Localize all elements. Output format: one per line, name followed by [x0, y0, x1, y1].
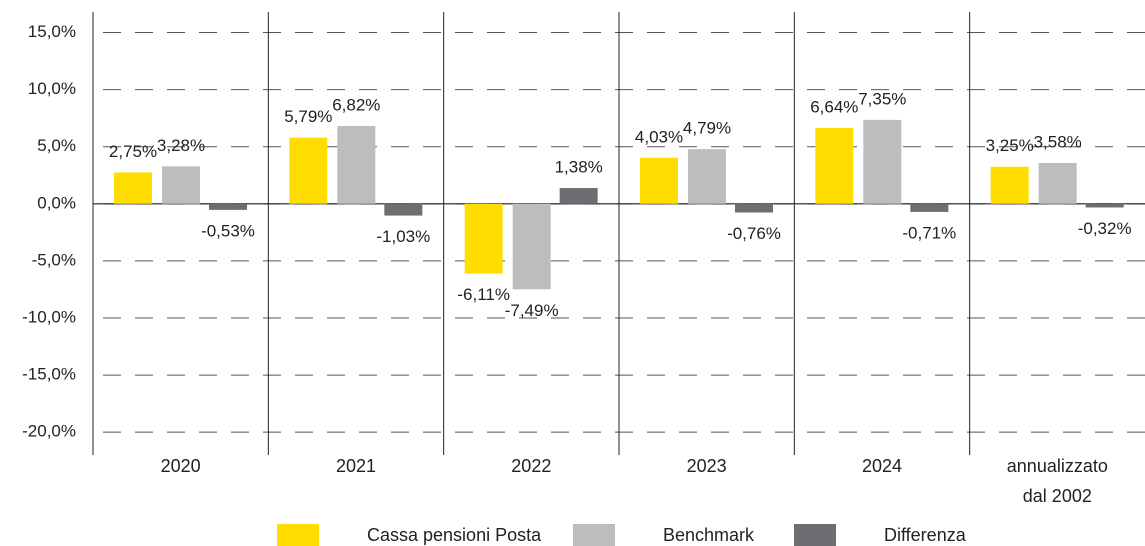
bar: [289, 137, 328, 204]
bar: [512, 203, 551, 290]
data-label: 3,25%: [986, 136, 1034, 155]
data-label: 7,35%: [858, 89, 906, 108]
data-label: 5,79%: [284, 107, 332, 126]
legend-label: Benchmark: [663, 524, 755, 545]
legend-swatch: [794, 524, 836, 546]
data-label: -0,53%: [201, 221, 255, 240]
data-label: -0,76%: [727, 224, 781, 243]
x-tick-label: 2022: [511, 456, 552, 476]
bar: [815, 128, 854, 204]
data-label: 6,64%: [810, 97, 858, 116]
data-label: 6,82%: [332, 95, 380, 114]
data-label: 4,03%: [635, 127, 683, 146]
data-label: 1,38%: [555, 158, 603, 177]
bar: [209, 203, 247, 210]
legend-item: Cassa pensioni Posta: [277, 524, 541, 546]
legend-swatch: [573, 524, 615, 546]
bar: [910, 203, 949, 212]
bar: [688, 149, 726, 204]
bar: [384, 203, 423, 216]
bar: [735, 203, 773, 213]
legend-item: Benchmark: [573, 524, 754, 546]
bar: [559, 188, 598, 204]
x-tick-label: annualizzato dal 2002: [1006, 456, 1108, 506]
legend-label: Differenza: [884, 524, 966, 545]
bar: [1085, 203, 1124, 208]
bar: [640, 157, 678, 204]
y-tick-label: 10,0%: [28, 79, 76, 98]
data-label: -0,71%: [902, 223, 956, 242]
y-tick-label: -10,0%: [22, 307, 76, 326]
y-tick-label: -5,0%: [32, 250, 76, 269]
bar: [1038, 162, 1077, 204]
x-tick-label: 2020: [160, 456, 201, 476]
y-tick-label: -20,0%: [22, 422, 76, 441]
y-tick-label: -15,0%: [22, 365, 76, 384]
data-label: -6,11%: [457, 285, 510, 304]
bar: [464, 203, 503, 274]
data-label: -0,32%: [1078, 219, 1132, 238]
legend-item: Differenza: [794, 524, 966, 546]
legend-swatch: [277, 524, 319, 546]
bar: [337, 125, 376, 204]
data-label: -1,03%: [376, 227, 430, 246]
bar: [162, 166, 200, 204]
bar: [863, 119, 902, 204]
bar: [114, 172, 152, 204]
data-label: 2,75%: [109, 142, 157, 161]
legend-label: Cassa pensioni Posta: [367, 524, 542, 545]
y-tick-label: 0,0%: [37, 193, 76, 212]
data-label: 4,79%: [683, 119, 731, 138]
data-label: -7,49%: [505, 301, 559, 320]
x-tick-label: 2021: [335, 456, 377, 476]
y-tick-label: 15,0%: [28, 22, 76, 41]
bar: [990, 166, 1029, 204]
data-label: 3,28%: [157, 136, 205, 155]
data-label: 3,58%: [1034, 132, 1082, 151]
x-tick-label: 2023: [686, 456, 727, 476]
y-tick-label: 5,0%: [37, 136, 76, 155]
x-tick-label: 2024: [861, 456, 903, 476]
